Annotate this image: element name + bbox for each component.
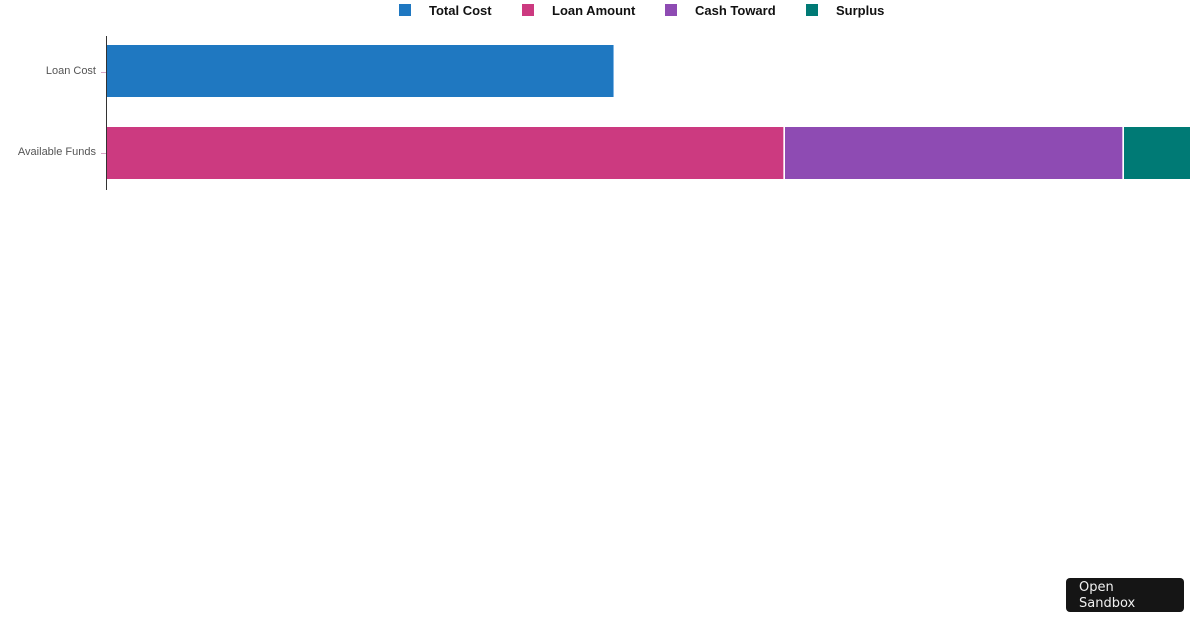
legend-item-loan-amount[interactable]: Loan Amount <box>522 2 636 18</box>
legend-swatch-total-cost <box>399 4 411 16</box>
chart-legend: Total Cost Loan Amount Cash Toward Surpl… <box>0 0 1200 22</box>
legend-label: Loan Amount <box>552 2 636 18</box>
y-axis-tick <box>101 153 106 154</box>
open-sandbox-label-line2: Sandbox <box>1079 596 1136 611</box>
legend-swatch-surplus <box>806 4 818 16</box>
legend-label: Cash Toward <box>695 2 776 18</box>
bar-loan-cost-total-cost[interactable] <box>107 45 614 97</box>
open-sandbox-button[interactable]: Open Sandbox <box>1066 578 1184 612</box>
category-label-loan-cost: Loan Cost <box>45 65 96 77</box>
bar-available-funds-cash-toward[interactable] <box>785 127 1123 179</box>
bar-available-funds-surplus[interactable] <box>1124 127 1190 179</box>
category-label-available-funds: Available Funds <box>17 146 96 158</box>
open-sandbox-label-line1: Open <box>1079 580 1114 595</box>
y-axis-tick <box>101 72 106 73</box>
legend-label: Total Cost <box>429 2 492 18</box>
legend-item-surplus[interactable]: Surplus <box>806 2 885 18</box>
legend-label: Surplus <box>836 2 885 18</box>
legend-swatch-cash-toward <box>665 4 677 16</box>
legend-item-cash-toward[interactable]: Cash Toward <box>665 2 776 18</box>
legend-swatch-loan-amount <box>522 4 534 16</box>
bar-available-funds-loan-amount[interactable] <box>107 127 784 179</box>
y-axis-line <box>106 36 107 190</box>
legend-item-total-cost[interactable]: Total Cost <box>399 2 492 18</box>
